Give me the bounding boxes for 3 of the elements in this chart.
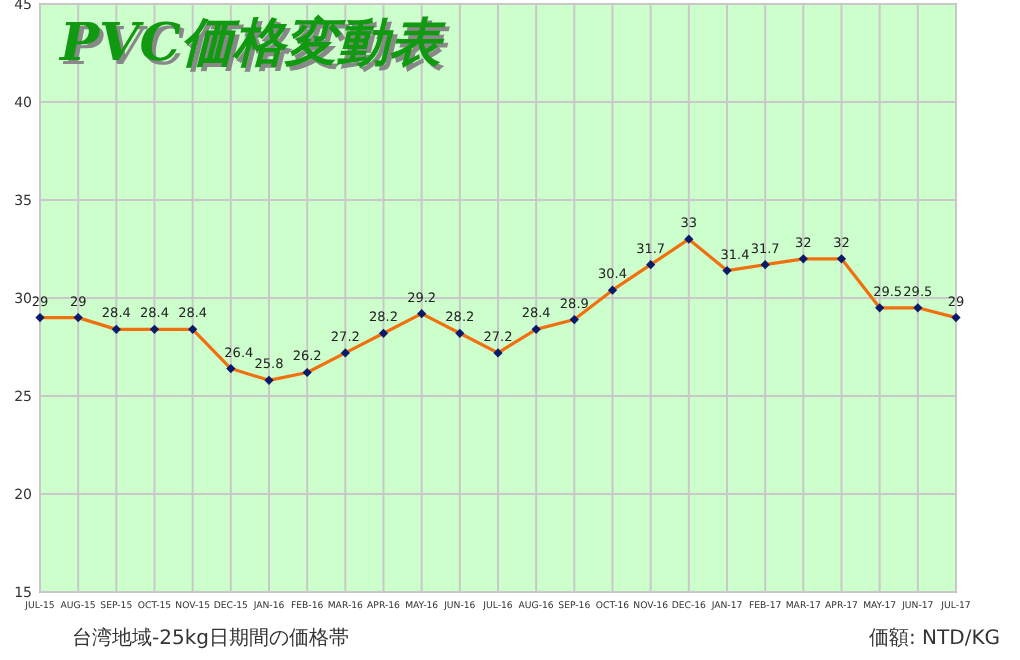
text: 台湾地域-25kg日期間の価格帯 xyxy=(72,626,349,650)
chart-title: PVC価格変動表 xyxy=(62,18,451,78)
text: 価額: NTD/KG xyxy=(868,626,1000,650)
